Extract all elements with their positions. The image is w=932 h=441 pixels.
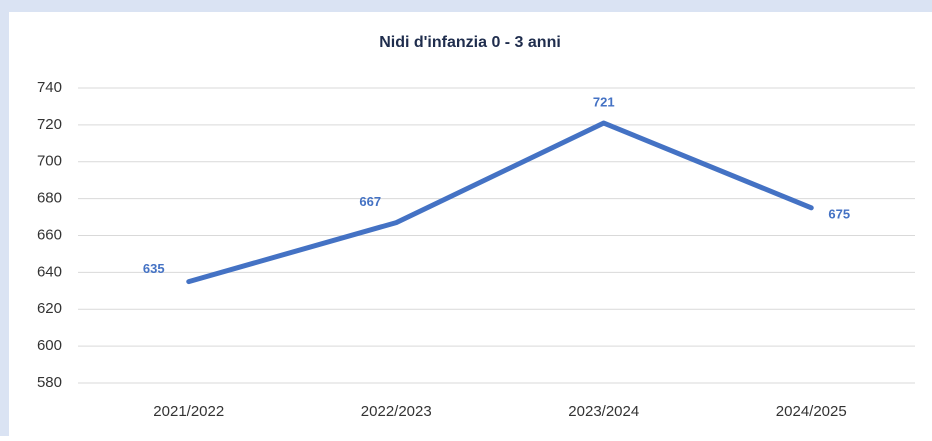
y-tick-label: 660 bbox=[37, 226, 62, 243]
panel bbox=[9, 12, 932, 436]
y-tick-label: 580 bbox=[37, 374, 62, 391]
y-tick-label: 620 bbox=[37, 300, 62, 317]
y-tick-label: 600 bbox=[37, 337, 62, 354]
y-tick-label: 680 bbox=[37, 190, 62, 207]
x-tick-label: 2021/2022 bbox=[153, 403, 224, 420]
data-label: 721 bbox=[593, 94, 615, 109]
x-tick-label: 2024/2025 bbox=[776, 403, 847, 420]
data-label: 635 bbox=[143, 261, 165, 276]
y-tick-label: 720 bbox=[37, 116, 62, 133]
y-tick-label: 640 bbox=[37, 263, 62, 280]
x-tick-label: 2022/2023 bbox=[361, 403, 432, 420]
data-label: 667 bbox=[359, 194, 381, 209]
x-tick-label: 2023/2024 bbox=[568, 403, 639, 420]
line bbox=[186, 120, 814, 285]
chart-title: Nidi d'infanzia 0 - 3 anni bbox=[379, 34, 561, 51]
data-label: 675 bbox=[828, 206, 850, 221]
y-tick-label: 740 bbox=[37, 79, 62, 96]
y-tick-label: 700 bbox=[37, 153, 62, 170]
